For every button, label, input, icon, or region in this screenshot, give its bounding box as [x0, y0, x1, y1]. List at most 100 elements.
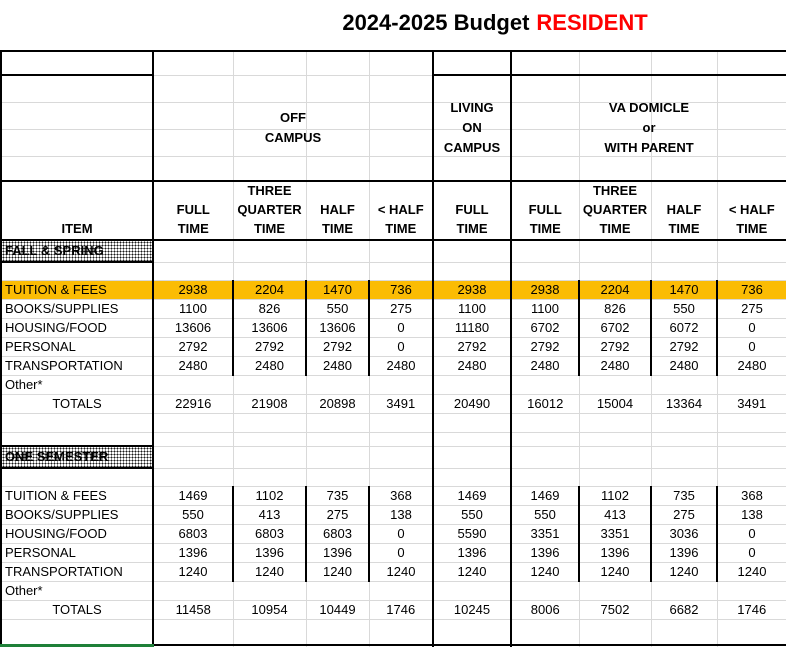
row-label-cell[interactable]: TUITION & FEES [0, 279, 154, 300]
empty-cell[interactable] [368, 431, 434, 447]
empty-cell[interactable] [650, 431, 718, 447]
value-cell[interactable]: 1100 [152, 298, 234, 319]
empty-cell[interactable] [152, 445, 234, 469]
value-cell[interactable]: 0 [368, 317, 434, 338]
empty-cell[interactable] [0, 412, 154, 433]
value-cell[interactable] [650, 374, 718, 395]
empty-cell[interactable] [152, 412, 234, 433]
value-cell[interactable]: 138 [716, 504, 786, 525]
value-cell[interactable]: 550 [152, 504, 234, 525]
value-cell[interactable]: 10245 [432, 599, 512, 620]
row-label-cell[interactable]: PERSONAL [0, 542, 154, 563]
value-cell[interactable] [650, 580, 718, 601]
value-cell[interactable]: 826 [578, 298, 652, 319]
empty-cell[interactable] [305, 618, 370, 646]
row-label-cell[interactable]: BOOKS/SUPPLIES [0, 298, 154, 319]
empty-cell[interactable] [578, 239, 652, 263]
row-label-cell[interactable]: TOTALS [0, 599, 154, 620]
value-cell[interactable]: 413 [232, 504, 307, 525]
empty-cell[interactable] [510, 467, 580, 487]
green-border-cell[interactable] [0, 618, 154, 647]
empty-cell[interactable] [232, 467, 307, 487]
value-cell[interactable]: 0 [368, 542, 434, 563]
value-cell[interactable]: 3351 [510, 523, 580, 544]
empty-cell[interactable] [716, 50, 786, 76]
value-cell[interactable]: 1396 [578, 542, 652, 563]
value-cell[interactable] [305, 580, 370, 601]
value-cell[interactable]: 1102 [232, 485, 307, 506]
column-header-cell[interactable]: THREE QUARTER TIME [232, 180, 307, 241]
value-cell[interactable]: 735 [305, 485, 370, 506]
group-header-va-domicile[interactable]: VA DOMICLE or WITH PARENT [510, 74, 786, 182]
section-label-cell[interactable]: ONE SEMESTER [0, 445, 154, 469]
empty-cell[interactable] [578, 50, 652, 76]
value-cell[interactable]: 1469 [152, 485, 234, 506]
value-cell[interactable]: 1470 [650, 279, 718, 300]
empty-cell[interactable] [152, 467, 234, 487]
value-cell[interactable]: 275 [368, 298, 434, 319]
value-cell[interactable]: 1240 [716, 561, 786, 582]
value-cell[interactable]: 2480 [432, 355, 512, 376]
value-cell[interactable]: 2480 [650, 355, 718, 376]
empty-cell[interactable] [305, 50, 370, 76]
empty-cell[interactable] [152, 239, 234, 263]
value-cell[interactable]: 13606 [232, 317, 307, 338]
empty-cell[interactable] [232, 618, 307, 646]
value-cell[interactable]: 1100 [510, 298, 580, 319]
row-label-cell[interactable]: TRANSPORTATION [0, 561, 154, 582]
value-cell[interactable]: 2480 [152, 355, 234, 376]
row-label-cell[interactable]: Other* [0, 580, 154, 601]
value-cell[interactable]: 0 [368, 336, 434, 357]
value-cell[interactable]: 1396 [650, 542, 718, 563]
empty-cell[interactable] [650, 445, 718, 469]
value-cell[interactable]: 0 [368, 523, 434, 544]
value-cell[interactable]: 2792 [232, 336, 307, 357]
empty-cell[interactable] [510, 50, 580, 76]
value-cell[interactable]: 1240 [510, 561, 580, 582]
empty-cell[interactable] [305, 467, 370, 487]
column-header-cell[interactable]: FULL TIME [152, 180, 234, 241]
value-cell[interactable]: 8006 [510, 599, 580, 620]
value-cell[interactable]: 736 [368, 279, 434, 300]
empty-cell[interactable] [232, 261, 307, 281]
value-cell[interactable] [716, 580, 786, 601]
value-cell[interactable]: 2480 [578, 355, 652, 376]
value-cell[interactable]: 13364 [650, 393, 718, 414]
empty-cell[interactable] [368, 239, 434, 263]
empty-cell[interactable] [510, 431, 580, 447]
empty-cell[interactable] [232, 412, 307, 433]
empty-cell[interactable] [432, 239, 512, 263]
value-cell[interactable]: 15004 [578, 393, 652, 414]
value-cell[interactable] [578, 580, 652, 601]
row-label-cell[interactable]: Other* [0, 374, 154, 395]
value-cell[interactable]: 1102 [578, 485, 652, 506]
value-cell[interactable]: 368 [716, 485, 786, 506]
column-header-cell[interactable]: < HALF TIME [368, 180, 434, 241]
value-cell[interactable] [510, 374, 580, 395]
value-cell[interactable]: 1240 [368, 561, 434, 582]
value-cell[interactable] [232, 580, 307, 601]
value-cell[interactable]: 3351 [578, 523, 652, 544]
value-cell[interactable]: 2480 [305, 355, 370, 376]
value-cell[interactable]: 736 [716, 279, 786, 300]
empty-cell[interactable] [152, 618, 234, 646]
value-cell[interactable]: 1746 [716, 599, 786, 620]
empty-cell[interactable] [368, 261, 434, 281]
value-cell[interactable]: 2792 [578, 336, 652, 357]
empty-cell[interactable] [0, 644, 154, 647]
empty-cell[interactable] [368, 445, 434, 469]
value-cell[interactable]: 11458 [152, 599, 234, 620]
value-cell[interactable]: 1396 [152, 542, 234, 563]
empty-cell[interactable] [0, 74, 154, 182]
empty-cell[interactable] [432, 412, 512, 433]
empty-cell[interactable] [510, 618, 580, 646]
value-cell[interactable]: 0 [716, 317, 786, 338]
empty-cell[interactable] [510, 445, 580, 469]
value-cell[interactable]: 2938 [510, 279, 580, 300]
empty-cell[interactable] [650, 412, 718, 433]
empty-cell[interactable] [716, 239, 786, 263]
empty-cell[interactable] [510, 239, 580, 263]
value-cell[interactable]: 1240 [152, 561, 234, 582]
row-label-cell[interactable]: HOUSING/FOOD [0, 523, 154, 544]
value-cell[interactable]: 1240 [650, 561, 718, 582]
